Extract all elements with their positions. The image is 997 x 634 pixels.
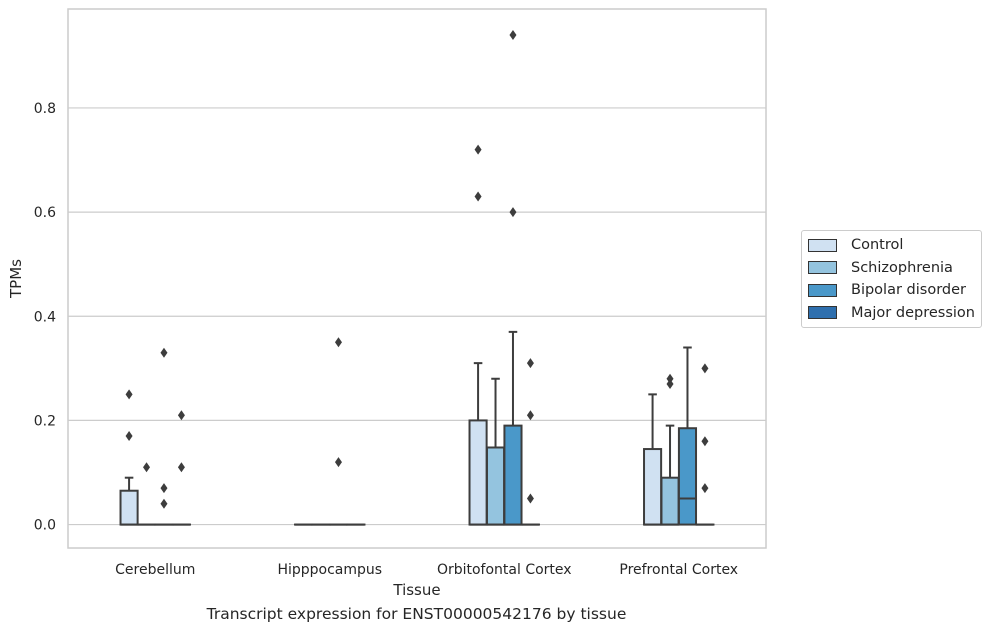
outlier-point xyxy=(143,462,151,473)
box xyxy=(119,489,139,526)
legend-label-bipolar-disorder: Bipolar disorder xyxy=(851,282,966,299)
outlier-point xyxy=(474,191,482,202)
outlier-point xyxy=(701,483,709,494)
legend-item-control: Control xyxy=(808,234,975,257)
chart-caption: Transcript expression for ENST0000054217… xyxy=(206,605,627,623)
legend-label-control: Control xyxy=(851,237,904,254)
outlier-point xyxy=(125,389,133,400)
outlier-point xyxy=(526,410,534,421)
y-tick-label: 0.4 xyxy=(34,309,56,325)
legend-label-schizophrenia: Schizophrenia xyxy=(851,259,953,276)
legend-label-major-depression: Major depression xyxy=(851,304,975,321)
y-tick-label: 0.6 xyxy=(34,205,56,221)
outlier-point xyxy=(701,436,709,447)
outlier-point xyxy=(509,207,517,218)
outlier-point xyxy=(160,483,168,494)
box xyxy=(643,448,663,526)
legend: Control Schizophrenia Bipolar disorder M… xyxy=(801,230,982,328)
outlier-point xyxy=(701,363,709,374)
y-tick-label: 0.0 xyxy=(34,518,56,534)
outlier-point xyxy=(160,347,168,358)
outlier-point xyxy=(160,498,168,509)
y-tick-label: 0.8 xyxy=(34,101,56,117)
outlier-point xyxy=(526,493,534,504)
y-axis-label: TPMs xyxy=(7,259,25,299)
legend-swatch-control xyxy=(808,238,837,252)
plot-frame xyxy=(67,8,767,549)
legend-item-bipolar-disorder: Bipolar disorder xyxy=(808,279,975,302)
legend-item-schizophrenia: Schizophrenia xyxy=(808,257,975,280)
box xyxy=(677,427,698,526)
outlier-point xyxy=(334,337,342,348)
legend-swatch-major-depression xyxy=(808,306,837,320)
outlier-point xyxy=(177,462,185,473)
x-tick-label: Orbitofontal Cortex xyxy=(437,562,572,578)
box xyxy=(468,419,488,526)
box xyxy=(660,476,680,526)
outlier-point xyxy=(666,378,674,389)
outlier-point xyxy=(509,30,517,41)
outlier-point xyxy=(474,144,482,155)
y-tick-label: 0.2 xyxy=(34,413,56,429)
box xyxy=(503,424,523,526)
legend-item-major-depression: Major depression xyxy=(808,302,975,325)
outlier-point xyxy=(526,358,534,369)
x-tick-label: Prefrontal Cortex xyxy=(619,562,738,578)
outlier-point xyxy=(666,373,674,384)
x-tick-label: Hipppocampus xyxy=(277,562,382,578)
outlier-point xyxy=(177,410,185,421)
box xyxy=(485,446,506,526)
outlier-point xyxy=(125,431,133,442)
x-tick-label: Cerebellum xyxy=(115,562,195,578)
x-axis-label: Tissue xyxy=(392,581,440,599)
legend-swatch-bipolar-disorder xyxy=(808,283,837,297)
legend-swatch-schizophrenia xyxy=(808,261,837,275)
outlier-point xyxy=(334,457,342,468)
